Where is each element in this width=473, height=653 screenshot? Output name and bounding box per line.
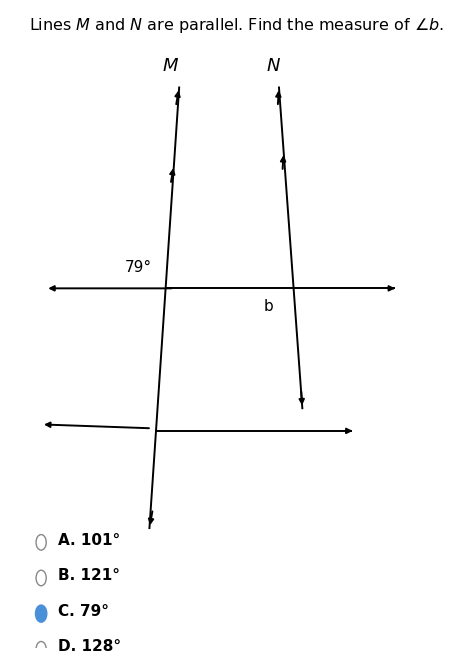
Circle shape: [36, 606, 46, 622]
Text: $M$: $M$: [162, 57, 179, 74]
Text: $N$: $N$: [266, 57, 281, 74]
Text: C. 79°: C. 79°: [58, 604, 109, 619]
Text: b: b: [264, 299, 274, 314]
Text: 79°: 79°: [124, 261, 151, 276]
Text: Lines $M$ and $N$ are parallel. Find the measure of $\angle b$.: Lines $M$ and $N$ are parallel. Find the…: [29, 16, 444, 35]
Text: D. 128°: D. 128°: [58, 639, 121, 653]
Text: A. 101°: A. 101°: [58, 533, 121, 547]
Text: B. 121°: B. 121°: [58, 568, 120, 583]
